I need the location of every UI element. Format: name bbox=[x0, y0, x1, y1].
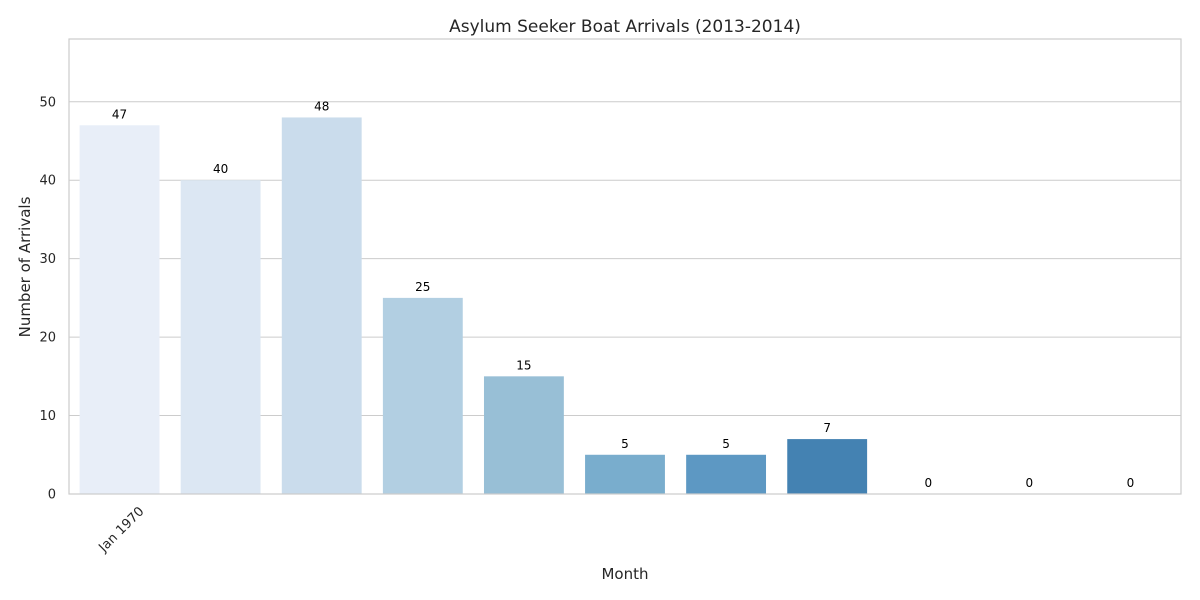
y-tick-label: 40 bbox=[39, 174, 56, 189]
bar bbox=[281, 117, 362, 494]
bar-value-label: 5 bbox=[722, 437, 730, 451]
x-axis-ticks: Jan 1970 bbox=[96, 504, 148, 556]
bar-value-label: 47 bbox=[112, 107, 127, 121]
x-axis-label: Month bbox=[601, 565, 648, 583]
bar-value-label: 0 bbox=[1127, 476, 1135, 490]
plot-frame bbox=[68, 38, 1182, 495]
bar-value-label: 48 bbox=[314, 99, 329, 113]
bar bbox=[483, 376, 564, 494]
x-tick-label: Jan 1970 bbox=[96, 504, 148, 556]
y-tick-label: 10 bbox=[39, 409, 56, 424]
bar bbox=[382, 297, 463, 494]
bar bbox=[585, 454, 665, 494]
bar-value-label: 15 bbox=[516, 358, 531, 372]
chart-title: Asylum Seeker Boat Arrivals (2013-2014) bbox=[449, 17, 801, 37]
y-tick-label: 30 bbox=[39, 252, 56, 267]
bar-value-label: 0 bbox=[1026, 476, 1034, 490]
bar-value-label: 25 bbox=[415, 280, 430, 294]
bar-value-label: 5 bbox=[621, 437, 629, 451]
bar-value-label: 7 bbox=[823, 421, 831, 435]
bar bbox=[787, 439, 868, 494]
bar bbox=[79, 125, 160, 495]
y-tick-label: 20 bbox=[39, 331, 56, 346]
bar-value-label: 0 bbox=[924, 476, 932, 490]
y-tick-label: 50 bbox=[39, 95, 56, 110]
bar bbox=[686, 454, 767, 494]
bar bbox=[180, 180, 261, 494]
y-axis-ticks: 0 10 20 30 40 50 bbox=[39, 95, 56, 502]
data-labels: 47 40 48 25 15 5 5 7 0 0 0 bbox=[112, 99, 1134, 490]
y-tick-label: 0 bbox=[48, 488, 56, 503]
y-axis-label: Number of Arrivals bbox=[16, 196, 34, 337]
bar-value-label: 40 bbox=[213, 162, 228, 176]
bars bbox=[79, 117, 868, 495]
